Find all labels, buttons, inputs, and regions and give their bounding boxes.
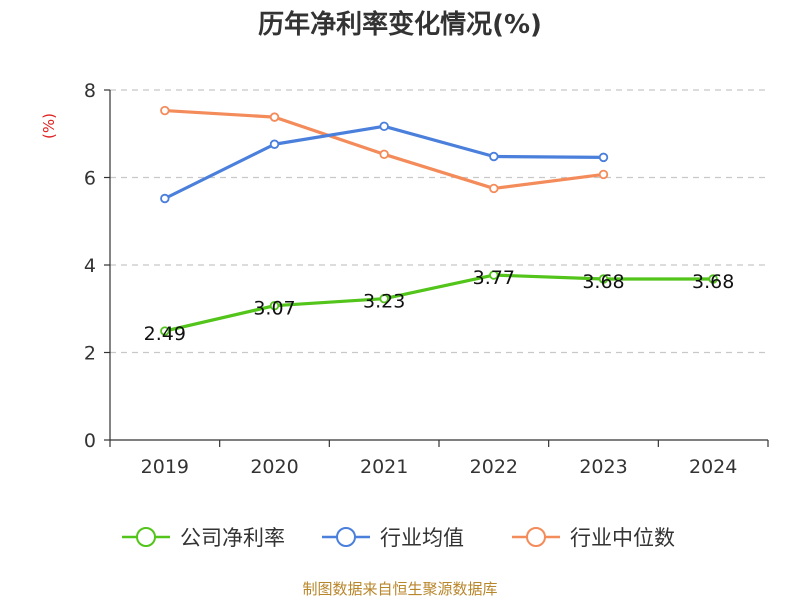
series-group bbox=[160, 105, 718, 336]
data-point bbox=[708, 274, 718, 284]
x-tick-label: 2024 bbox=[689, 456, 737, 478]
legend-label: 行业均值 bbox=[380, 526, 464, 550]
legend-marker bbox=[336, 527, 356, 547]
data-point bbox=[489, 270, 499, 280]
y-axis-unit: (%) bbox=[40, 113, 58, 139]
data-point bbox=[598, 274, 609, 284]
source-note: 制图数据来自恒生聚源数据库 bbox=[302, 580, 497, 598]
data-label: 3.77 bbox=[473, 267, 515, 289]
data-point bbox=[489, 151, 499, 162]
chart-title: 历年净利率变化情况(%) bbox=[258, 9, 542, 40]
legend: 公司净利率 行业均值 行业中位数 bbox=[122, 526, 675, 550]
legend-marker bbox=[526, 527, 546, 547]
data-point bbox=[160, 326, 170, 336]
data-point bbox=[160, 193, 170, 204]
data-label: 3.07 bbox=[253, 298, 295, 320]
y-tick-label: 6 bbox=[84, 168, 96, 190]
data-point bbox=[269, 139, 280, 149]
data-label: 2.49 bbox=[144, 323, 186, 345]
legend-marker bbox=[136, 527, 156, 547]
data-label: 3.23 bbox=[363, 291, 405, 313]
data-labels: 2.49 3.07 3.23 3.77 3.68 3.68 bbox=[144, 267, 735, 345]
data-point bbox=[160, 105, 170, 116]
y-axis: 0 2 4 6 8 bbox=[84, 80, 111, 452]
data-point bbox=[269, 112, 280, 122]
x-tick-label: 2023 bbox=[579, 456, 627, 478]
x-tick-label: 2020 bbox=[250, 456, 298, 478]
data-point bbox=[379, 149, 389, 160]
data-label: 3.68 bbox=[582, 271, 624, 293]
data-point bbox=[598, 169, 609, 180]
y-tick-label: 8 bbox=[84, 80, 96, 102]
x-tick-label: 2019 bbox=[141, 456, 189, 478]
data-point bbox=[269, 300, 280, 311]
data-label: 3.68 bbox=[692, 271, 734, 293]
y-tick-label: 0 bbox=[84, 430, 96, 452]
data-point bbox=[379, 121, 389, 132]
legend-label: 公司净利率 bbox=[180, 526, 285, 550]
legend-label: 行业中位数 bbox=[570, 526, 675, 550]
x-tick-label: 2021 bbox=[360, 456, 408, 478]
data-point bbox=[379, 293, 389, 304]
x-tick-label: 2022 bbox=[470, 456, 518, 478]
grid-lines bbox=[110, 89, 768, 354]
y-tick-label: 4 bbox=[84, 255, 96, 277]
data-point bbox=[489, 183, 499, 194]
series-line bbox=[163, 124, 606, 201]
y-tick-label: 2 bbox=[84, 343, 96, 365]
series-line bbox=[163, 273, 715, 333]
data-point bbox=[598, 152, 609, 163]
x-axis: 2019 2020 2021 2022 2023 2024 bbox=[109, 439, 769, 478]
